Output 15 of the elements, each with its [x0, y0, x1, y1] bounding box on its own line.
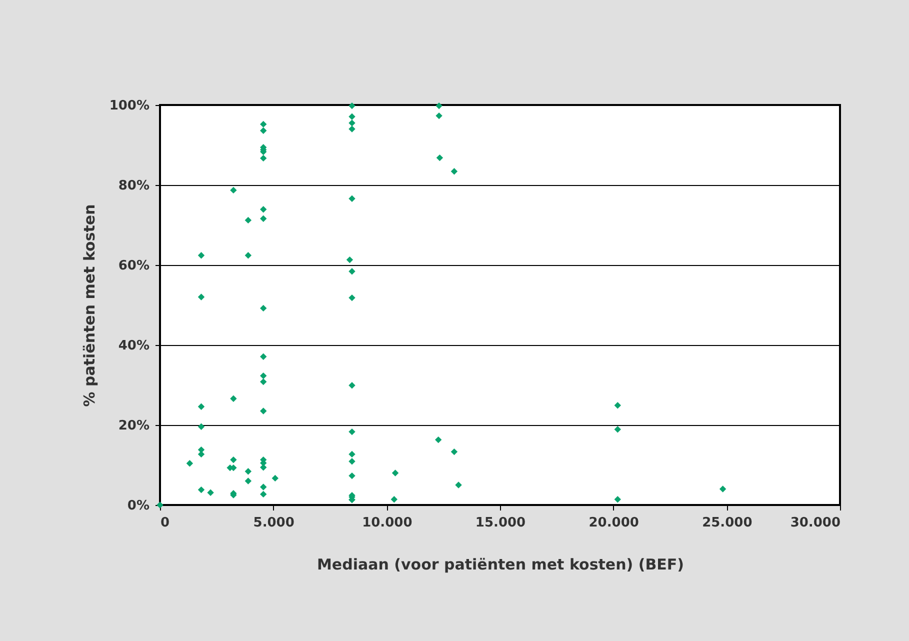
x-tick-label: 30.000 — [790, 516, 840, 530]
y-tick-label: 60% — [118, 258, 150, 274]
y-tick-label: 40% — [118, 338, 150, 354]
x-tick-label: 5.000 — [253, 516, 294, 530]
y-tick-label: 100% — [109, 98, 150, 114]
x-tick-label: 25.000 — [702, 516, 752, 530]
y-tick-label: 0% — [127, 498, 150, 514]
x-tick-label: 20.000 — [588, 516, 639, 530]
x-tick-label: 0 — [160, 516, 170, 530]
y-tick-label: 80% — [118, 178, 150, 194]
x-axis-title: Mediaan (voor patiënten met kosten) (BEF) — [317, 556, 684, 574]
y-axis-title: % patiënten met kosten — [80, 204, 98, 407]
x-tick-label: 15.000 — [475, 516, 526, 530]
y-tick-label: 20% — [118, 418, 150, 434]
x-tick-label: 10.000 — [362, 516, 412, 530]
